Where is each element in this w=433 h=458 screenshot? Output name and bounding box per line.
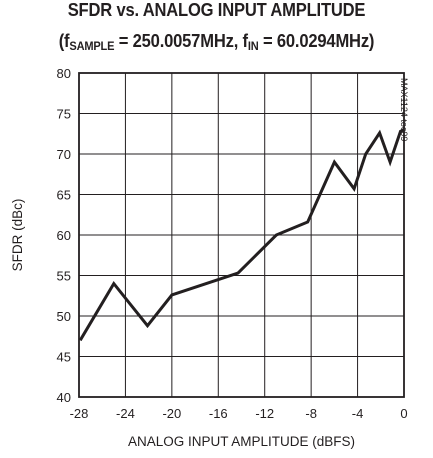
- y-tick-labels: 40 45 50 55 60 65 70 75 80: [57, 66, 71, 405]
- y-tick-label: 80: [57, 66, 71, 81]
- x-tick-label: -16: [209, 406, 228, 421]
- y-tick-label: 70: [57, 147, 71, 162]
- sfdr-series-line: [78, 128, 405, 342]
- x-tick-label: -20: [162, 406, 181, 421]
- y-tick-label: 60: [57, 228, 71, 243]
- x-tick-label: -12: [255, 406, 274, 421]
- y-tick-label: 65: [57, 188, 71, 203]
- y-tick-label: 55: [57, 269, 71, 284]
- subtitle-subscript-in: IN: [247, 39, 259, 53]
- x-tick-labels: -28 -24 -20 -16 -12 -8 -4 0: [70, 406, 408, 421]
- x-tick-label: -28: [70, 406, 89, 421]
- y-tick-label: 50: [57, 309, 71, 324]
- y-tick-label: 75: [57, 107, 71, 122]
- x-tick-label: 0: [400, 406, 407, 421]
- chart-title: SFDR vs. ANALOG INPUT AMPLITUDE: [67, 0, 366, 20]
- subtitle-open: (f: [58, 31, 70, 51]
- subtitle-close: = 60.0294MHz): [258, 31, 375, 51]
- y-axis-label: SFDR (dBc): [10, 199, 25, 272]
- x-tick-label: -24: [116, 406, 135, 421]
- subtitle-middle: = 250.0057MHz, f: [114, 31, 248, 51]
- subtitle-subscript-sample: SAMPLE: [69, 39, 115, 53]
- grid: [78, 72, 405, 398]
- x-tick-label: -4: [352, 406, 364, 421]
- x-tick-label: -8: [305, 406, 317, 421]
- plot-frame: [78, 72, 405, 398]
- figure-code-annotation: MAX1124 toc09: [399, 78, 409, 141]
- x-axis-label: ANALOG INPUT AMPLITUDE (dBFS): [128, 434, 355, 449]
- y-tick-label: 45: [57, 350, 71, 365]
- chart-subtitle: (fSAMPLE = 250.0057MHz, fIN = 60.0294MHz…: [17, 31, 415, 53]
- y-tick-label: 40: [57, 390, 71, 405]
